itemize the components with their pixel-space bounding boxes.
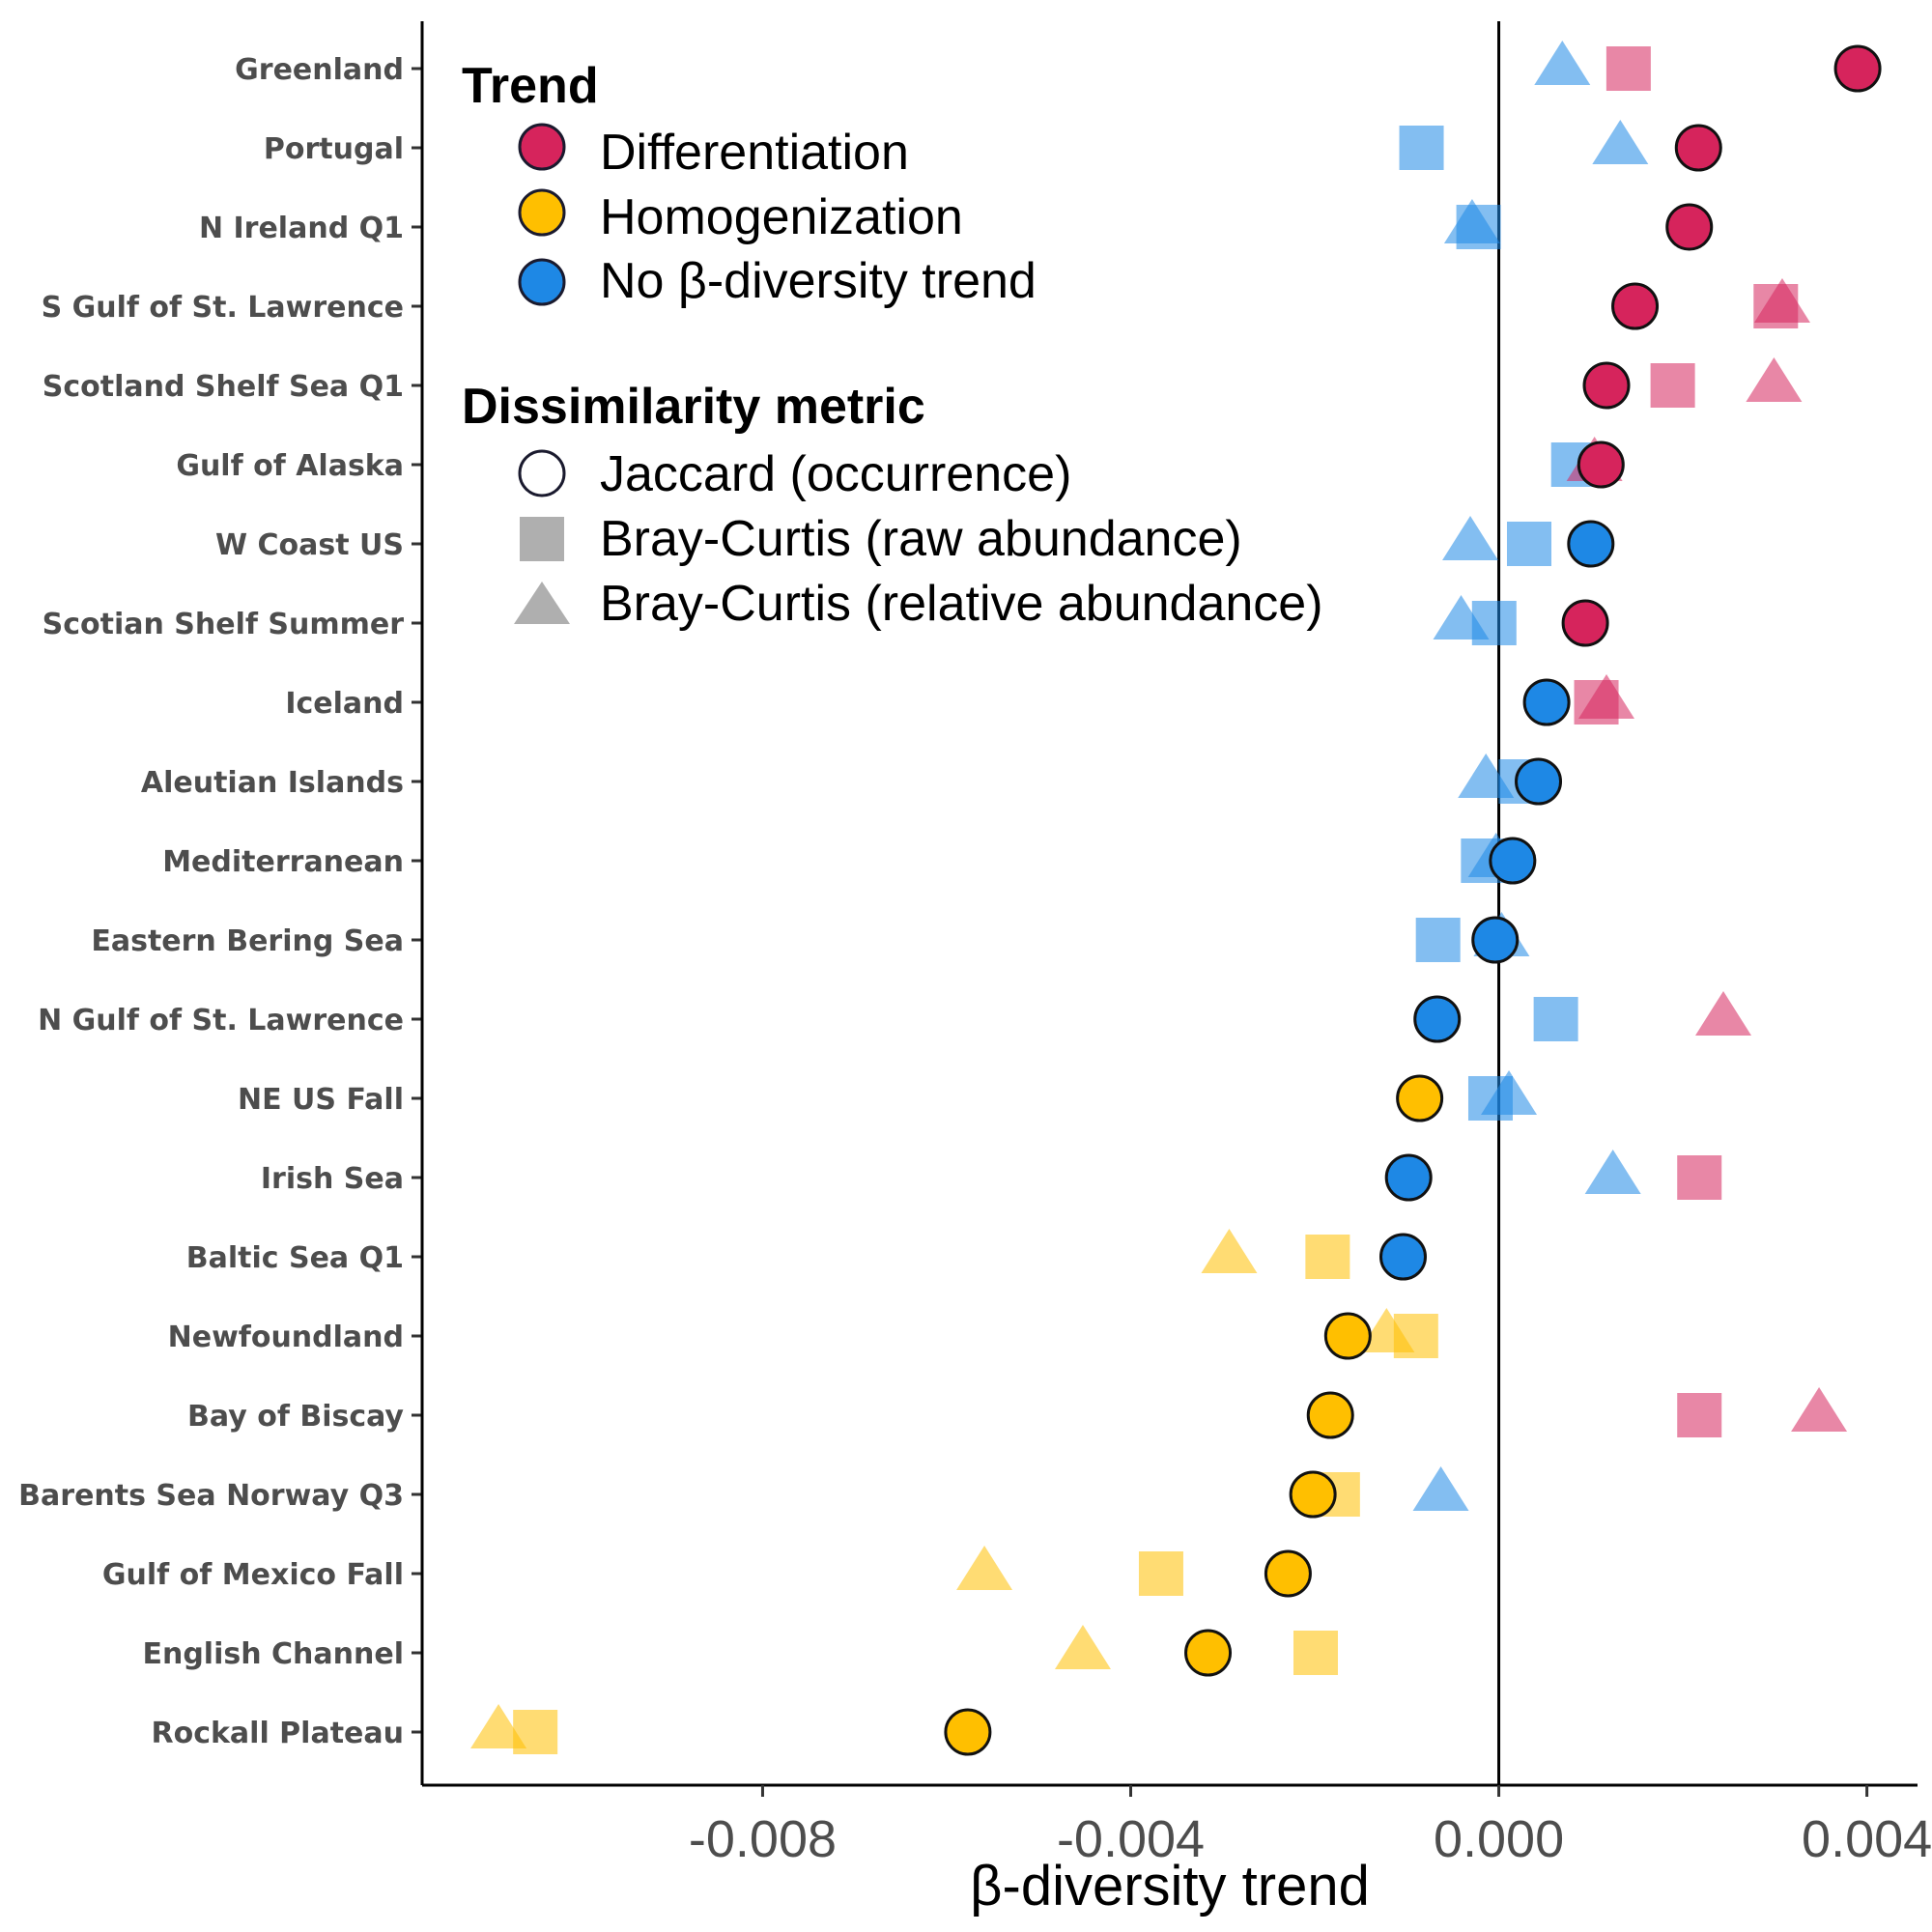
point-triangle-ne-us-fall — [1481, 1070, 1538, 1115]
y-tick-label-s-gulf-of-st-lawrence: S Gulf of St. Lawrence — [42, 291, 404, 325]
y-tick-label-aleutian-islands: Aleutian Islands — [141, 766, 404, 800]
y-tick-label-english-channel: English Channel — [142, 1637, 404, 1671]
point-circle-iceland — [1522, 678, 1571, 726]
point-triangle-barents-sea-norway-q3 — [1412, 1466, 1469, 1511]
legend-homogenization-label: Homogenization — [600, 189, 963, 245]
point-triangle-iceland — [1578, 674, 1635, 719]
point-square-w-coast-us — [1506, 522, 1551, 566]
x-tick-label-2: 0.000 — [1434, 1810, 1564, 1868]
point-circle-barents-sea-norway-q3 — [1289, 1470, 1337, 1519]
y-tick-label-iceland: Iceland — [285, 687, 404, 721]
y-tick-label-scotland-shelf-sea-q1: Scotland Shelf Sea Q1 — [43, 370, 404, 404]
data-points — [470, 41, 1882, 1756]
point-circle-english-channel — [1184, 1629, 1233, 1677]
legend-no-trend-label: No β-diversity trend — [600, 253, 1037, 309]
point-triangle-w-coast-us — [1442, 516, 1499, 560]
point-triangle-gulf-of-mexico-fall — [956, 1546, 1013, 1590]
x-tick-label-0: -0.008 — [689, 1810, 837, 1868]
legend-differentiation-label: Differentiation — [600, 125, 909, 181]
point-triangle-n-ireland-q1 — [1443, 199, 1500, 243]
y-tick-label-baltic-sea-q1: Baltic Sea Q1 — [186, 1241, 404, 1275]
point-triangle-portugal — [1592, 120, 1649, 164]
y-tick-label-newfoundland: Newfoundland — [168, 1321, 404, 1354]
point-triangle-scotland-shelf-sea-q1 — [1746, 357, 1803, 402]
x-axis-ticks: -0.008 -0.004 0.000 0.004 — [689, 1785, 1932, 1868]
x-axis-label: β-diversity trend — [970, 1855, 1370, 1918]
point-circle-ne-us-fall — [1396, 1074, 1444, 1122]
legend-jaccard-label: Jaccard (occurrence) — [600, 446, 1071, 502]
point-circle-baltic-sea-q1 — [1378, 1233, 1427, 1281]
point-circle-bay-of-biscay — [1306, 1391, 1354, 1439]
y-tick-label-eastern-bering-sea: Eastern Bering Sea — [91, 924, 404, 958]
point-circle-scotland-shelf-sea-q1 — [1582, 361, 1631, 410]
y-tick-label-gulf-of-mexico-fall: Gulf of Mexico Fall — [102, 1558, 404, 1592]
point-square-portugal — [1399, 126, 1444, 170]
point-triangle-newfoundland — [1358, 1308, 1415, 1352]
legend-homogenization-swatch — [518, 188, 566, 237]
point-triangle-greenland — [1534, 41, 1591, 85]
point-triangle-scotian-shelf-summer — [1433, 595, 1490, 639]
y-tick-label-w-coast-us: W Coast US — [215, 528, 404, 562]
point-circle-n-ireland-q1 — [1665, 203, 1714, 251]
y-tick-label-scotian-shelf-summer: Scotian Shelf Summer — [43, 608, 405, 641]
y-axis-tick-labels: Greenland Portugal N Ireland Q1 S Gulf of S… — [18, 53, 404, 1750]
y-tick-label-rockall-plateau: Rockall Plateau — [151, 1717, 404, 1750]
point-triangle-n-gulf-of-st-lawrence — [1694, 991, 1751, 1036]
point-circle-gulf-of-alaska — [1577, 440, 1625, 489]
point-triangle-aleutian-islands — [1458, 753, 1515, 798]
point-triangle-s-gulf-of-st-lawrence — [1753, 278, 1810, 323]
legend-trend-title: Trend — [462, 58, 599, 114]
point-square-eastern-bering-sea — [1415, 918, 1461, 962]
y-tick-label-irish-sea: Irish Sea — [261, 1162, 404, 1196]
legend-bray-relative-label: Bray-Curtis (relative abundance) — [600, 576, 1323, 632]
point-circle-gulf-of-mexico-fall — [1264, 1549, 1312, 1598]
legend-jaccard-swatch — [518, 449, 566, 497]
point-circle-rockall-plateau — [944, 1708, 992, 1756]
legend: Trend Differentiation Homogenization No … — [462, 58, 1323, 632]
point-circle-n-gulf-of-st-lawrence — [1413, 995, 1462, 1043]
y-tick-label-portugal: Portugal — [264, 132, 404, 166]
point-square-bay-of-biscay — [1677, 1393, 1722, 1437]
y-tick-label-bay-of-biscay: Bay of Biscay — [187, 1400, 404, 1434]
point-circle-scotian-shelf-summer — [1561, 599, 1609, 647]
point-square-baltic-sea-q1 — [1305, 1235, 1350, 1279]
point-circle-portugal — [1674, 124, 1722, 172]
y-tick-label-n-ireland-q1: N Ireland Q1 — [199, 212, 404, 245]
legend-bray-relative-swatch — [514, 582, 570, 624]
y-tick-label-barents-sea-norway-q3: Barents Sea Norway Q3 — [18, 1479, 404, 1513]
point-circle-mediterranean — [1489, 837, 1537, 885]
y-tick-label-ne-us-fall: NE US Fall — [238, 1083, 404, 1117]
point-circle-aleutian-islands — [1515, 757, 1563, 806]
point-triangle-bay-of-biscay — [1791, 1387, 1848, 1432]
point-circle-newfoundland — [1323, 1312, 1372, 1360]
legend-metric-title: Dissimilarity metric — [462, 379, 925, 435]
point-triangle-baltic-sea-q1 — [1201, 1229, 1258, 1273]
legend-differentiation-swatch — [518, 123, 566, 171]
legend-no-trend-swatch — [518, 258, 566, 306]
y-tick-label-mediterranean: Mediterranean — [162, 845, 404, 879]
x-tick-label-3: 0.004 — [1802, 1810, 1932, 1868]
y-tick-label-n-gulf-of-st-lawrence: N Gulf of St. Lawrence — [38, 1004, 404, 1037]
x-tick-label-1: -0.004 — [1057, 1810, 1205, 1868]
point-circle-irish-sea — [1384, 1153, 1433, 1202]
point-square-gulf-of-mexico-fall — [1138, 1551, 1183, 1596]
point-triangle-irish-sea — [1584, 1150, 1641, 1194]
point-circle-s-gulf-of-st-lawrence — [1611, 282, 1660, 330]
point-triangle-english-channel — [1054, 1625, 1111, 1669]
y-tick-label-greenland: Greenland — [235, 53, 404, 87]
point-triangle-rockall-plateau — [470, 1704, 527, 1748]
point-square-n-gulf-of-st-lawrence — [1533, 997, 1578, 1041]
point-circle-w-coast-us — [1567, 520, 1615, 568]
point-circle-greenland — [1833, 44, 1882, 93]
legend-bray-raw-label: Bray-Curtis (raw abundance) — [600, 511, 1242, 567]
point-square-scotland-shelf-sea-q1 — [1650, 363, 1695, 408]
point-square-irish-sea — [1677, 1155, 1722, 1200]
point-circle-eastern-bering-sea — [1471, 916, 1520, 964]
point-square-greenland — [1605, 46, 1651, 91]
y-tick-label-gulf-of-alaska: Gulf of Alaska — [176, 449, 404, 483]
legend-bray-raw-swatch — [520, 517, 564, 561]
point-square-english-channel — [1293, 1631, 1338, 1675]
y-axis-ticks — [412, 67, 422, 1734]
